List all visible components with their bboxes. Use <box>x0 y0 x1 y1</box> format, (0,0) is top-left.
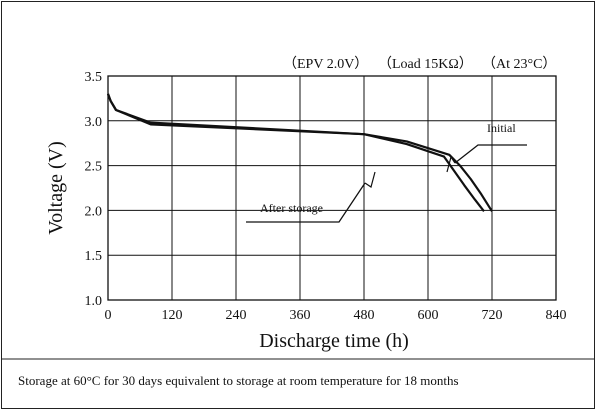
y-tick-label: 3.5 <box>85 70 103 85</box>
y-axis-label: Voltage (V) <box>45 141 67 235</box>
series-lines <box>106 93 493 212</box>
initial-label: Initial <box>487 121 516 135</box>
caption: Storage at 60°C for 30 days equivalent t… <box>18 373 459 388</box>
x-tick-label: 480 <box>354 308 375 323</box>
y-tick-labels: 1.0 1.5 2.0 2.5 3.0 3.5 <box>85 70 103 309</box>
x-tick-label: 120 <box>162 308 183 323</box>
header-temp: （At 23°C） <box>482 56 556 72</box>
header-epv: （EPV 2.0V） <box>283 56 368 72</box>
initial-callout: Initial <box>446 121 527 173</box>
after-storage-callout: After storage <box>246 171 376 223</box>
y-tick-label: 3.0 <box>85 115 103 130</box>
initial-leader-line <box>454 144 527 164</box>
header-load: （Load 15KΩ） <box>378 56 473 72</box>
x-tick-label: 0 <box>105 308 112 323</box>
y-tick-label: 1.0 <box>85 294 103 309</box>
after-storage-leader-line <box>246 182 366 223</box>
x-tick-label: 360 <box>290 308 311 323</box>
y-tick-label: 2.5 <box>85 160 103 175</box>
x-tick-labels: 0 120 240 360 480 600 720 840 <box>105 308 567 323</box>
y-tick-label: 1.5 <box>85 249 103 264</box>
x-tick-label: 720 <box>482 308 503 323</box>
x-axis-label: Discharge time (h) <box>259 330 409 352</box>
x-tick-label: 600 <box>418 308 439 323</box>
x-tick-label: 840 <box>546 308 567 323</box>
x-tick-label: 240 <box>226 308 247 323</box>
grid <box>108 75 556 300</box>
initial-arrow <box>446 155 456 173</box>
after-storage-arrow <box>364 171 376 188</box>
series-line-after-storage <box>106 93 485 212</box>
y-tick-label: 2.0 <box>85 204 103 219</box>
after-storage-label: After storage <box>260 201 323 215</box>
plot-area <box>107 75 557 301</box>
